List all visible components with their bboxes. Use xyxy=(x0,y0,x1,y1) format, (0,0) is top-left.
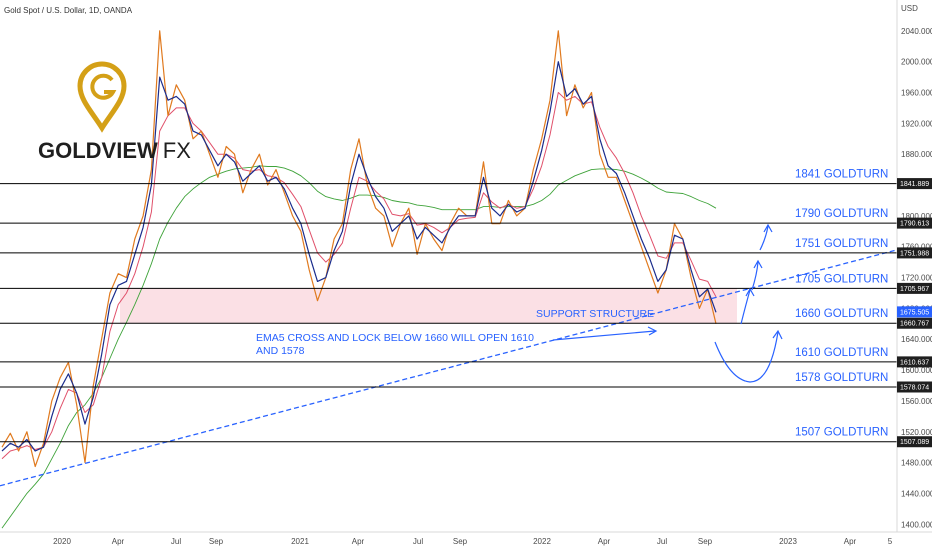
x-tick-label: Sep xyxy=(453,537,468,546)
level-tag-3: 1705.967 xyxy=(900,286,929,293)
y-tick-label: 1640.000 xyxy=(901,335,932,344)
price-axis-unit: USD xyxy=(901,4,918,13)
series-ema-slow xyxy=(1,165,717,529)
annotation-line-2: AND 1578 xyxy=(256,345,305,357)
level-tag-7: 1507.089 xyxy=(900,439,929,446)
level-tag-4: 1660.767 xyxy=(900,321,929,328)
arrowhead-icon xyxy=(763,223,773,233)
x-tick-label: Apr xyxy=(352,537,365,546)
location-pin-icon xyxy=(77,61,127,133)
x-tick-label: 2022 xyxy=(533,537,551,546)
series-ema-fast xyxy=(1,61,717,452)
arrowhead-icon xyxy=(745,287,755,297)
series-ema-mid xyxy=(1,92,717,460)
y-tick-label: 1400.000 xyxy=(901,520,932,529)
level-label-1: 1790 GOLDTURN xyxy=(795,208,888,220)
x-tick-label: Sep xyxy=(209,537,224,546)
level-tag-5: 1610.637 xyxy=(900,359,929,366)
goldview-logo: GOLDVIEW FX xyxy=(38,61,191,163)
x-tick-label: 2023 xyxy=(779,537,797,546)
level-tag-bg-0 xyxy=(897,178,932,190)
level-label-0: 1841 GOLDTURN xyxy=(795,169,888,181)
y-tick-label: 1800.000 xyxy=(901,212,932,221)
projection-arrow-up-3 xyxy=(759,225,769,251)
x-tick-label: 5 xyxy=(888,537,893,546)
projection-arrow-up-1 xyxy=(740,289,751,325)
x-tick-label: Sep xyxy=(698,537,713,546)
annotation-line-1: EMA5 CROSS AND LOCK BELOW 1660 WILL OPEN… xyxy=(256,332,534,344)
x-tick-label: Apr xyxy=(844,537,857,546)
projection-arrows xyxy=(552,223,783,383)
time-axis: 2020 Apr Jul Sep 2021 Apr Jul Sep 2022 Apr Jul Sep 2… xyxy=(53,537,893,546)
current-price-tag: 1675.505 xyxy=(900,309,929,316)
y-tick-label: 1560.000 xyxy=(901,397,932,406)
level-tag-bg-4 xyxy=(897,317,932,329)
chart-title: Gold Spot / U.S. Dollar, 1D, OANDA xyxy=(4,6,133,15)
level-label-2: 1751 GOLDTURN xyxy=(795,238,888,250)
y-tick-label: 1880.000 xyxy=(901,150,932,159)
arrowhead-icon xyxy=(647,326,658,336)
level-tag-0: 1841.889 xyxy=(900,181,929,188)
price-axis-background xyxy=(897,0,932,550)
y-tick-label: 2040.000 xyxy=(901,27,932,36)
arrowhead-icon xyxy=(772,329,783,340)
logo-wordmark: GOLDVIEW FX xyxy=(38,138,191,163)
y-tick-label: 1760.000 xyxy=(901,243,932,252)
annotation-pointer-arrow xyxy=(552,330,656,341)
logo-brand: GOLDVIEW xyxy=(38,138,158,163)
y-tick-label: 1520.000 xyxy=(901,428,932,437)
level-label-4: 1660 GOLDTURN xyxy=(795,308,888,320)
arrowhead-icon xyxy=(753,259,763,269)
level-tag-bg-6 xyxy=(897,381,932,393)
level-label-6: 1578 GOLDTURN xyxy=(795,372,888,384)
support-structure-label: SUPPORT STRUCTURE xyxy=(536,308,654,320)
level-label-3: 1705 GOLDTURN xyxy=(795,273,888,285)
y-tick-label: 1600.000 xyxy=(901,366,932,375)
level-tag-6: 1578.074 xyxy=(900,384,929,391)
level-tag-bg-1 xyxy=(897,217,932,229)
levels-layer: 1841 GOLDTURN 1790 GOLDTURN 1751 GOLDTURN 1… xyxy=(0,169,897,443)
level-tag-bg-7 xyxy=(897,436,932,448)
rising-trendline xyxy=(0,249,898,487)
x-tick-label: Jul xyxy=(171,537,181,546)
y-tick-label: 1720.000 xyxy=(901,274,932,283)
y-tick-label: 1960.000 xyxy=(901,89,932,98)
level-label-5: 1610 GOLDTURN xyxy=(795,347,888,359)
x-tick-label: Apr xyxy=(598,537,611,546)
current-price-tag-bg xyxy=(897,306,932,318)
y-tick-label: 1440.000 xyxy=(901,489,932,498)
level-tag-2: 1751.988 xyxy=(900,250,929,257)
projection-arrow-up-2 xyxy=(751,261,759,291)
level-tag-bg-3 xyxy=(897,282,932,294)
x-tick-label: Apr xyxy=(112,537,125,546)
series-price xyxy=(1,30,717,468)
x-tick-label: Jul xyxy=(413,537,423,546)
level-tag-bg-2 xyxy=(897,247,932,259)
support-zone xyxy=(120,288,737,324)
level-label-7: 1507 GOLDTURN xyxy=(795,427,888,439)
x-tick-label: 2020 xyxy=(53,537,71,546)
x-tick-label: Jul xyxy=(657,537,667,546)
level-tag-bg-5 xyxy=(897,356,932,368)
projection-dip-curve xyxy=(714,331,779,383)
level-tag-1: 1790.613 xyxy=(900,221,929,228)
y-tick-label: 1920.000 xyxy=(901,119,932,128)
series-layer xyxy=(1,30,717,529)
y-tick-label: 2000.000 xyxy=(901,58,932,67)
y-tick-label: 1480.000 xyxy=(901,459,932,468)
price-tags: 1841.889 1790.613 1751.988 1705.967 1660.767… xyxy=(897,178,932,448)
x-tick-label: 2021 xyxy=(291,537,309,546)
logo-suffix: FX xyxy=(163,138,191,163)
